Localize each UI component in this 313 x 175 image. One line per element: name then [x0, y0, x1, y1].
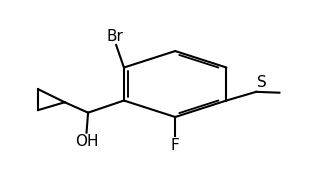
Text: S: S: [257, 75, 266, 90]
Text: Br: Br: [106, 29, 123, 44]
Text: F: F: [171, 138, 180, 152]
Text: OH: OH: [75, 134, 98, 149]
